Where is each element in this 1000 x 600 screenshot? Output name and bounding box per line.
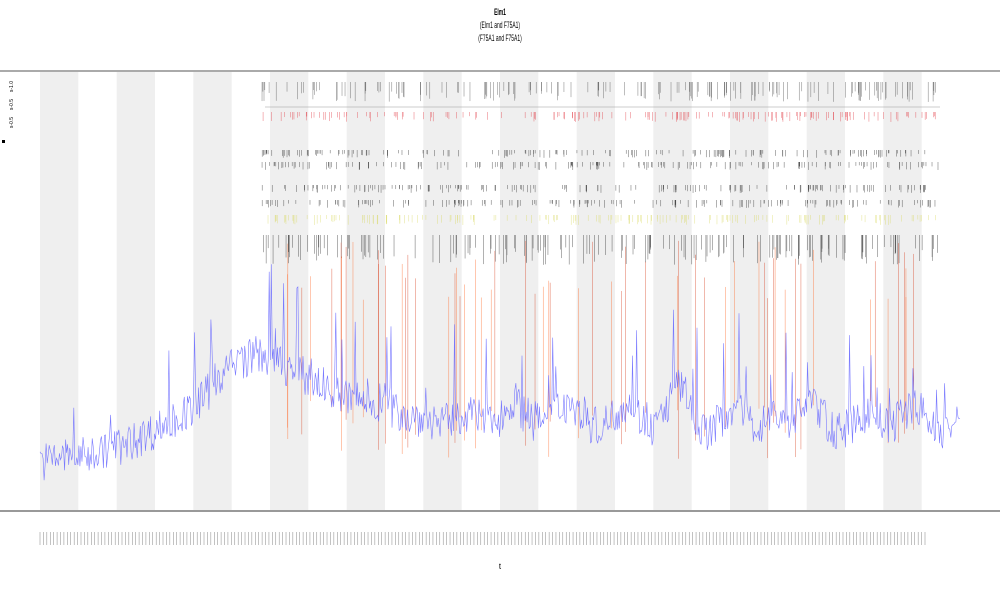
band [423,72,462,510]
band [883,72,922,510]
band [806,72,845,510]
band [193,72,232,510]
chart-title: Elm1 (Elm1 and F75A1) (F75A1 and F75A1) [0,6,1000,45]
band [40,72,79,510]
legend-swatch [2,139,5,143]
title-line-1: Elm1 [494,7,506,17]
band [576,72,615,510]
x-tick-marks [39,532,926,545]
background-bands [40,72,922,510]
band [500,72,539,510]
title-line-2: (Elm1 and F75A1) [479,20,521,30]
band [653,72,692,510]
legend: s-1.0 s-0.5 s-0.5 [2,78,16,150]
legend-item [2,132,16,150]
event-tracks [261,82,939,265]
band [346,72,385,510]
title-line-3: (F75A1 and F75A1) [478,33,522,43]
band [730,72,769,510]
x-axis-label: t [498,562,502,571]
series-line-signal [39,264,961,481]
band [270,72,309,510]
